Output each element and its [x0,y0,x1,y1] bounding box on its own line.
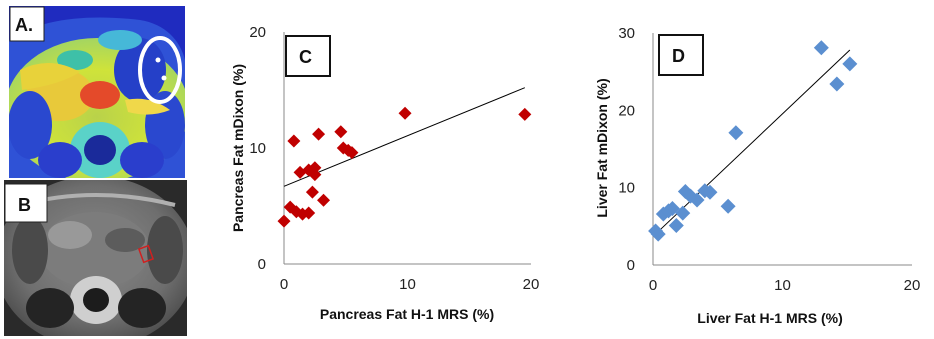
chart-d-x-axis-label: Liver Fat H-1 MRS (%) [697,310,842,326]
chart-c-x-tick-label: 10 [399,276,416,293]
chart-c-data-point [308,161,322,175]
chart-c-data-point [398,106,412,120]
chart-c-data-point [345,146,359,160]
chart-c-data-point [317,193,331,207]
chart-d-y-axis-label: Liver Fat mDixon (%) [594,78,610,217]
chart-c-data-point [334,125,348,139]
chart-c-y-tick-label: 20 [249,24,266,41]
chart-d-data-point [675,205,691,221]
chart-d-y-tick-label: 0 [627,257,635,274]
chart-c-x-tick-label: 0 [280,276,288,293]
chart-d-y-tick-label: 20 [618,102,635,119]
chart-c-data-point [287,134,301,148]
chart-d-data-point [829,76,845,92]
chart-c-y-axis-label: Pancreas Fat mDixon (%) [230,64,246,232]
chart-d-data-point [842,56,858,72]
chart-d-data-point [668,218,684,234]
chart-d-x-tick-label: 10 [774,277,791,294]
panel-c-label: C [299,47,312,67]
chart-c-trendline [283,87,526,187]
chart-d-data-point [702,184,718,200]
chart-d-x-tick-label: 20 [904,277,921,294]
chart-c-x-axis-label: Pancreas Fat H-1 MRS (%) [320,306,494,322]
chart-c-data-point [277,214,291,228]
chart-c-data-point [305,185,319,199]
panel-b-label: B [18,195,31,215]
chart-d: 0 10 20 0 10 20 30 D Liver Fat H-1 MRS (%) Liv… [594,25,920,326]
chart-d-y-tick-label: 30 [618,25,635,42]
chart-d-data-point [728,125,744,141]
panel-d-label: D [672,46,685,66]
chart-c-data-point [518,107,532,121]
chart-d-y-tick-label: 10 [618,180,635,197]
panel-b-mri-image: B [4,180,187,336]
chart-d-data-point [689,192,705,208]
chart-c-x-tick-label: 20 [523,276,540,293]
chart-d-data-point [720,198,736,214]
chart-c-data-point [308,168,322,182]
chart-c-y-tick-label: 0 [258,256,266,273]
chart-d-data-point [813,40,829,56]
panel-a-fat-map-image: A. [9,6,185,178]
chart-d-x-tick-label: 0 [649,277,657,294]
chart-d-trendline [655,49,851,235]
chart-c-data-point [312,127,326,141]
chart-c-y-tick-label: 10 [249,140,266,157]
chart-d-data-point [650,226,666,242]
panel-a-label: A. [15,15,33,35]
chart-c-data-point [302,206,316,220]
chart-c: 0 10 20 0 10 20 C Pancreas Fat H-1 MRS (%) Pa… [230,24,539,322]
